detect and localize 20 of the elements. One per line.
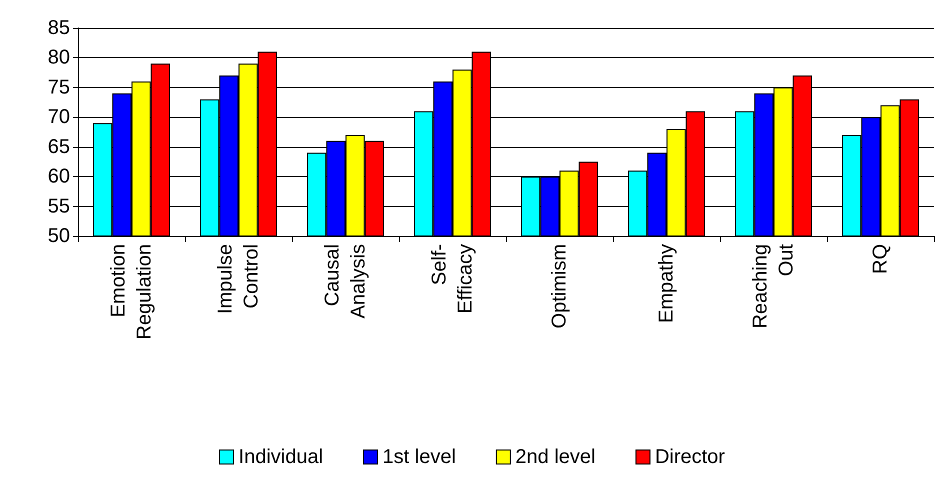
x-tick-label: Impulse Control (214, 244, 262, 314)
legend-label: 1st level (382, 446, 456, 468)
x-tick-label: Emotion Regulation (108, 244, 156, 340)
y-tick-label: 70 (48, 106, 70, 128)
x-tick-label: Causal Analysis (322, 244, 370, 318)
y-tick-label: 65 (48, 136, 70, 158)
x-tick-label: Self-Efficacy (428, 244, 476, 314)
legend-label: Individual (238, 446, 324, 468)
y-tick-label: 80 (48, 46, 70, 69)
y-tick-label: 75 (48, 76, 70, 98)
x-tick-label: RQ (870, 244, 892, 274)
legend-label: 2nd level (515, 446, 596, 468)
x-tick-label: Reaching Out (750, 244, 798, 329)
y-tick-label: 85 (48, 17, 70, 39)
x-tick-label: Empathy (656, 244, 678, 323)
y-tick-label: 50 (48, 225, 70, 247)
y-tick-label: 55 (48, 195, 70, 218)
legend-label: Director (654, 446, 726, 468)
x-tick-label: Optimism (548, 244, 570, 328)
y-tick-label: 60 (48, 166, 70, 188)
